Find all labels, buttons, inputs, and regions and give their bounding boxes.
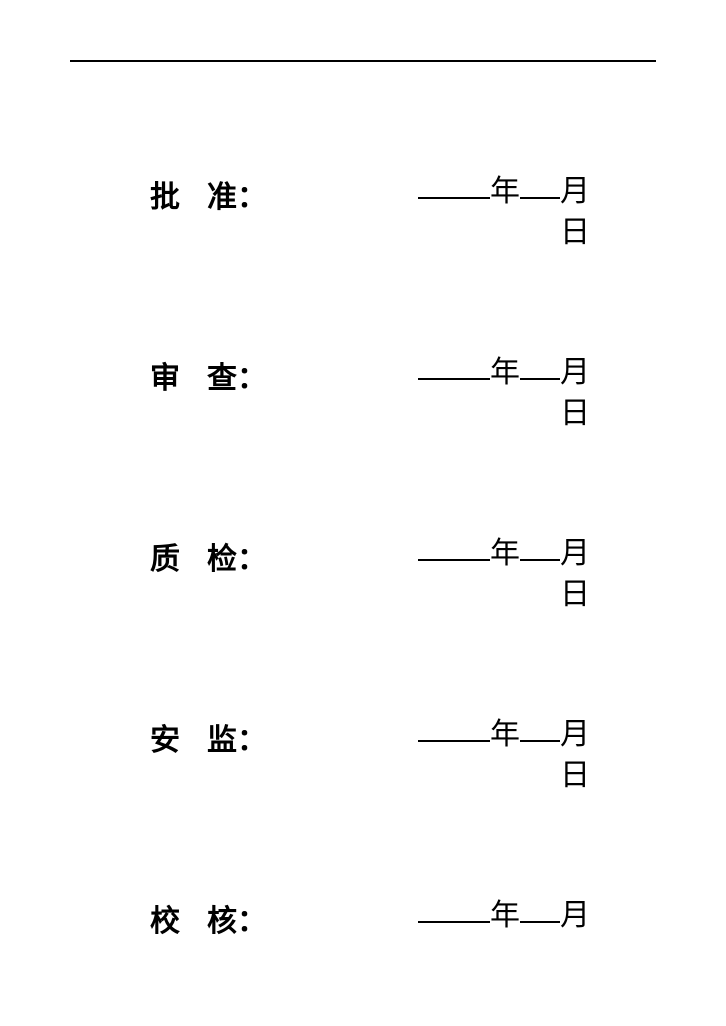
date-line-1: 年月 bbox=[390, 896, 590, 937]
date-block: 年月 日 bbox=[390, 172, 590, 253]
signature-row-approve: 批准： 年月 日 bbox=[70, 172, 656, 253]
label-colon: ： bbox=[237, 724, 267, 757]
year-char: 年 bbox=[490, 899, 520, 932]
date-line-2: 日 bbox=[390, 756, 590, 797]
signature-row-review: 审查： 年月 日 bbox=[70, 353, 656, 434]
month-blank[interactable] bbox=[520, 197, 560, 199]
month-blank[interactable] bbox=[520, 921, 560, 923]
date-line-2: 日 bbox=[390, 575, 590, 616]
date-block: 年月 日 bbox=[390, 715, 590, 796]
month-char: 月 bbox=[560, 899, 590, 932]
day-char: 日 bbox=[560, 578, 590, 611]
month-char: 月 bbox=[560, 175, 590, 208]
row-label: 校核： bbox=[150, 896, 310, 940]
label-char-2: 监 bbox=[207, 724, 237, 757]
day-char: 日 bbox=[560, 216, 590, 249]
row-label: 质检： bbox=[150, 534, 310, 578]
month-blank[interactable] bbox=[520, 378, 560, 380]
top-rule bbox=[70, 60, 656, 62]
date-line-2: 日 bbox=[390, 394, 590, 435]
month-char: 月 bbox=[560, 537, 590, 570]
date-line-1: 年月 bbox=[390, 534, 590, 575]
day-char: 日 bbox=[560, 397, 590, 430]
month-char: 月 bbox=[560, 718, 590, 751]
row-label: 批准： bbox=[150, 172, 310, 216]
date-block: 年月 日 bbox=[390, 534, 590, 615]
date-block: 年月 日 bbox=[390, 353, 590, 434]
year-blank[interactable] bbox=[418, 921, 490, 923]
row-label: 安监： bbox=[150, 715, 310, 759]
label-char-2: 检 bbox=[207, 543, 237, 576]
date-line-1: 年月 bbox=[390, 172, 590, 213]
label-char-1: 校 bbox=[150, 905, 180, 938]
date-line-1: 年月 bbox=[390, 353, 590, 394]
date-block: 年月 bbox=[390, 896, 590, 937]
signature-row-safety: 安监： 年月 日 bbox=[70, 715, 656, 796]
label-colon: ： bbox=[237, 543, 267, 576]
label-char-2: 准 bbox=[207, 181, 237, 214]
year-blank[interactable] bbox=[418, 740, 490, 742]
label-char-1: 质 bbox=[150, 543, 180, 576]
year-char: 年 bbox=[490, 175, 520, 208]
label-char-2: 核 bbox=[207, 905, 237, 938]
document-page: 批准： 年月 日 审查： 年月 日 质检： bbox=[0, 0, 726, 1026]
year-blank[interactable] bbox=[418, 197, 490, 199]
date-line-1: 年月 bbox=[390, 715, 590, 756]
year-char: 年 bbox=[490, 718, 520, 751]
label-char-1: 审 bbox=[150, 362, 180, 395]
year-char: 年 bbox=[490, 537, 520, 570]
year-blank[interactable] bbox=[418, 378, 490, 380]
signature-row-quality: 质检： 年月 日 bbox=[70, 534, 656, 615]
label-char-2: 查 bbox=[207, 362, 237, 395]
signature-row-check: 校核： 年月 bbox=[70, 896, 656, 940]
month-blank[interactable] bbox=[520, 740, 560, 742]
year-char: 年 bbox=[490, 356, 520, 389]
label-char-1: 批 bbox=[150, 181, 180, 214]
label-colon: ： bbox=[237, 181, 267, 214]
day-char: 日 bbox=[560, 759, 590, 792]
label-colon: ： bbox=[237, 362, 267, 395]
date-line-2: 日 bbox=[390, 213, 590, 254]
label-char-1: 安 bbox=[150, 724, 180, 757]
row-label: 审查： bbox=[150, 353, 310, 397]
label-colon: ： bbox=[237, 905, 267, 938]
month-char: 月 bbox=[560, 356, 590, 389]
year-blank[interactable] bbox=[418, 559, 490, 561]
month-blank[interactable] bbox=[520, 559, 560, 561]
